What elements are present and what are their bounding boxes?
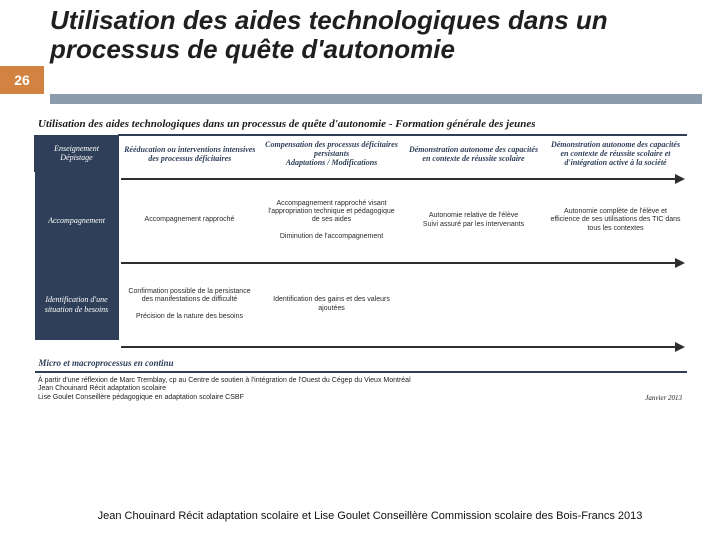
diagram-container: Utilisation des aides technologiques dan… <box>34 116 686 403</box>
credits-date: Janvier 2013 <box>645 394 682 403</box>
col-header: Compensation des processus déficitaires … <box>261 135 403 172</box>
arrow-icon <box>119 340 687 354</box>
row-label-accomp: Accompagnement <box>35 186 119 256</box>
arrow-icon <box>119 172 687 186</box>
row-label-identif: Identification d'une situation de besoin… <box>35 270 119 340</box>
slide-footer: Jean Chouinard Récit adaptation scolaire… <box>60 510 680 524</box>
table-header-row: EnseignementDépistage Rééducation ou int… <box>35 135 687 172</box>
cell <box>545 270 687 340</box>
micro-row: Micro et macroprocessus en continu <box>35 354 687 372</box>
cell <box>403 270 545 340</box>
col-header: Démonstration autonome des capacités en … <box>545 135 687 172</box>
title-underline <box>50 94 702 104</box>
arrow-row <box>35 172 687 186</box>
arrow-row <box>35 340 687 354</box>
col-header: Rééducation ou interventions intensives … <box>119 135 261 172</box>
cell: Accompagnement rapproché <box>119 186 261 256</box>
arrow-row <box>35 256 687 270</box>
col-header: Démonstration autonome des capacités en … <box>403 135 545 172</box>
diagram-title: Utilisation des aides technologiques dan… <box>34 116 686 134</box>
diagram-table: EnseignementDépistage Rééducation ou int… <box>34 134 687 373</box>
page-number: 26 <box>0 66 44 94</box>
micro-label: Micro et macroprocessus en continu <box>35 354 687 372</box>
cell: Accompagnement rapproché visant l'approp… <box>261 186 403 256</box>
table-row: Identification d'une situation de besoin… <box>35 270 687 340</box>
arrow-icon <box>119 256 687 270</box>
diagram-credits: À partir d'une réflexion de Marc Trembla… <box>34 373 686 403</box>
slide-title: Utilisation des aides technologiques dan… <box>50 6 690 63</box>
cell: Autonomie relative de l'élèveSuivi assur… <box>403 186 545 256</box>
table-row: Accompagnement Accompagnement rapproché … <box>35 186 687 256</box>
row-label-header: EnseignementDépistage <box>35 135 119 172</box>
credits-left: À partir d'une réflexion de Marc Trembla… <box>38 377 411 403</box>
cell: Confirmation possible de la persistance … <box>119 270 261 340</box>
cell: Identification des gains et des valeurs … <box>261 270 403 340</box>
cell: Autonomie complète de l'élève et efficie… <box>545 186 687 256</box>
